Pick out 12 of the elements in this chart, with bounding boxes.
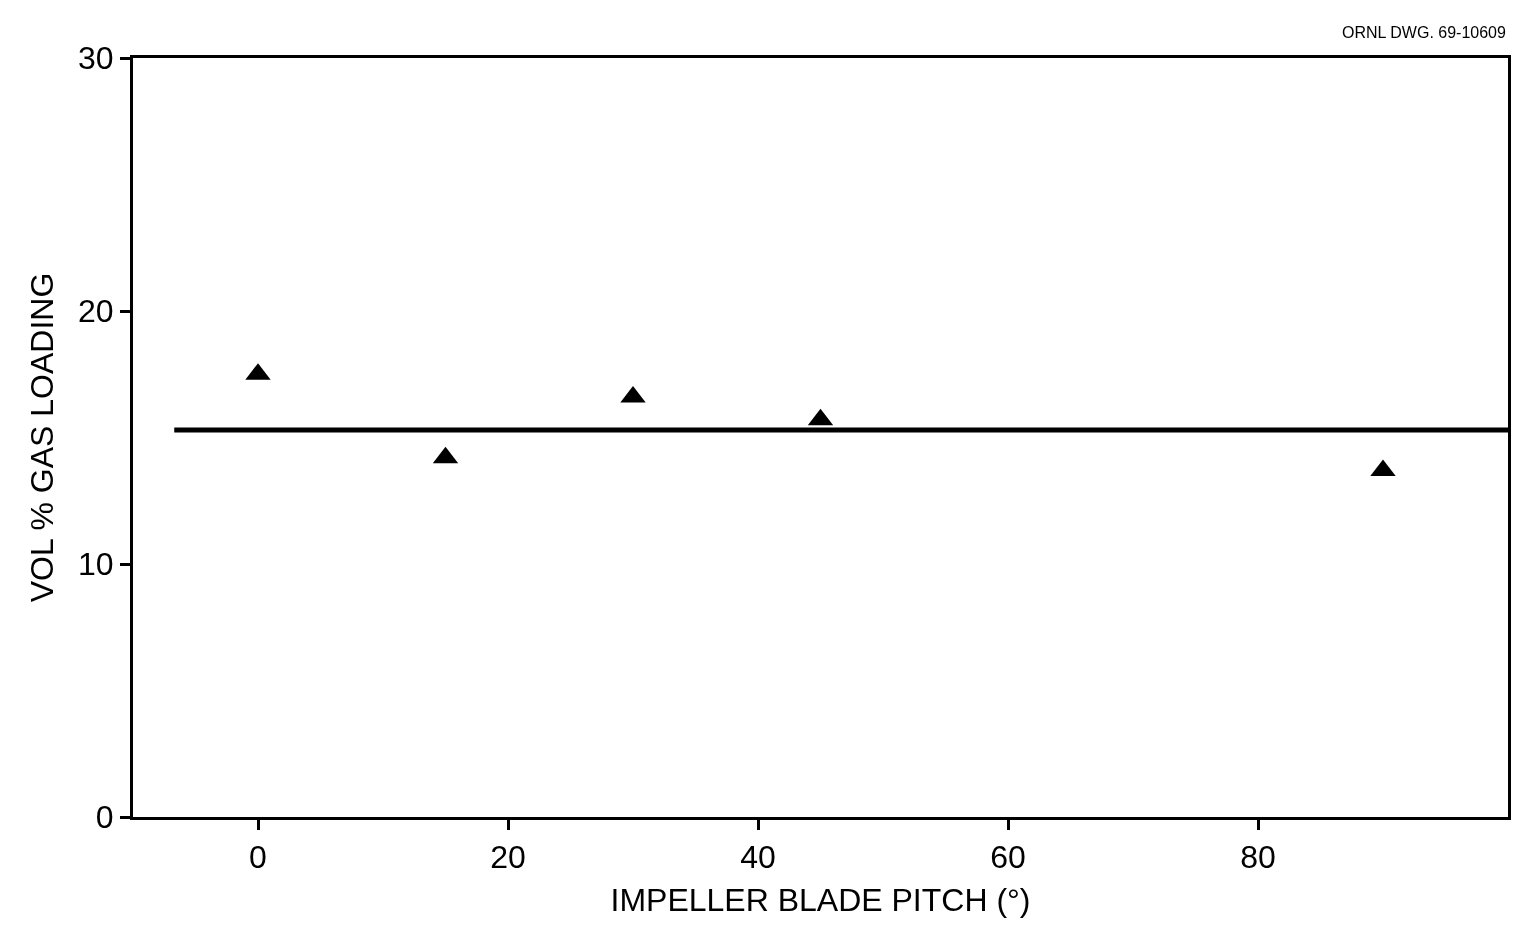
x-tick-label: 60 [990,839,1026,876]
y-tick-label: 0 [95,799,114,836]
y-tick-label: 20 [78,293,114,330]
text: ORNL DWG. 69-10609 [1342,24,1507,41]
y-tick-label: 30 [78,40,114,77]
y-axis-title: VOL % GAS LOADING [24,272,61,603]
x-tick-label: 0 [249,839,267,876]
x-tick-label: 20 [490,839,526,876]
x-axis-title: IMPELLER BLADE PITCH (°) [610,882,1031,919]
y-tick-label: 10 [78,546,114,583]
x-tick-label: 40 [740,839,776,876]
x-tick-label: 80 [1240,839,1276,876]
